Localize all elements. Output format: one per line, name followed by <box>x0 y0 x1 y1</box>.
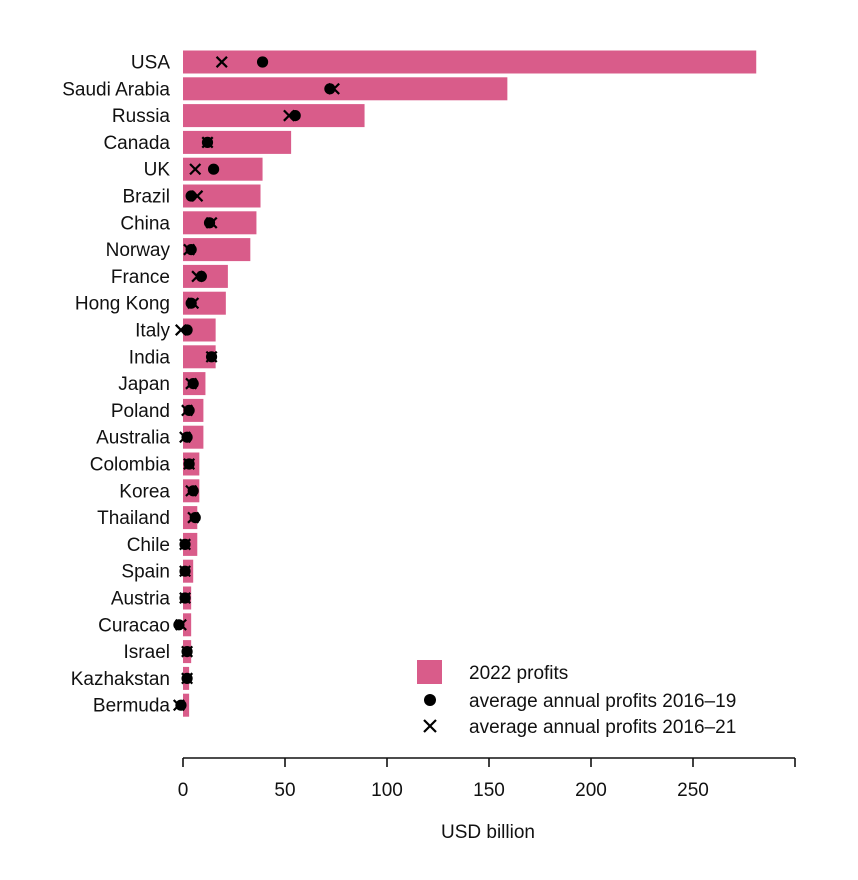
category-label-usa: USA <box>131 53 170 74</box>
dot-marker-poland <box>183 404 195 416</box>
bar-india <box>183 345 216 369</box>
bar-canada <box>183 130 292 154</box>
legend-swatch-dot <box>424 694 436 706</box>
bars-layer <box>183 50 757 717</box>
x-tick-label-150: 150 <box>473 780 505 801</box>
dot-marker-hong-kong <box>185 297 197 309</box>
category-label-china: China <box>120 213 170 234</box>
bar-russia <box>183 104 365 128</box>
category-label-australia: Australia <box>96 428 170 449</box>
category-label-chile: Chile <box>127 535 170 556</box>
dot-marker-saudi-arabia <box>324 83 336 95</box>
dot-marker-uk <box>208 163 220 175</box>
bar-saudi-arabia <box>183 77 508 101</box>
dot-marker-canada <box>201 136 214 148</box>
dot-marker-france <box>195 270 207 282</box>
category-label-curacao: Curacao <box>98 615 170 636</box>
legend-label-0: 2022 profits <box>469 663 568 684</box>
legend-label-2: average annual profits 2016–21 <box>469 717 736 738</box>
category-labels: USA Saudi Arabia Russia Canada UK Brazil China… <box>62 53 170 717</box>
dot-marker-korea <box>187 485 199 497</box>
dot-marker-bermuda <box>175 699 187 711</box>
x-tick-label-200: 200 <box>575 780 607 801</box>
category-label-russia: Russia <box>112 106 171 127</box>
category-label-kazhakstan: Kazhakstan <box>71 669 170 690</box>
x-tick-label-250: 250 <box>677 780 709 801</box>
category-label-colombia: Colombia <box>90 455 171 476</box>
category-label-korea: Korea <box>119 481 170 502</box>
dot-marker-japan <box>187 378 199 390</box>
category-label-saudi-arabia: Saudi Arabia <box>62 79 170 100</box>
bar-uk <box>183 157 263 181</box>
legend-label-1: average annual profits 2016–19 <box>469 691 736 712</box>
bar-china <box>183 211 257 235</box>
dot-marker-spain <box>179 565 191 577</box>
category-label-spain: Spain <box>121 562 170 583</box>
dot-marker-chile <box>179 538 191 551</box>
category-label-japan: Japan <box>118 374 170 395</box>
dot-marker-italy <box>181 324 193 336</box>
x-tick-label-50: 50 <box>274 780 295 801</box>
category-label-norway: Norway <box>106 240 171 261</box>
bar-australia <box>183 425 204 449</box>
category-label-bermuda: Bermuda <box>93 696 171 717</box>
category-label-france: France <box>111 267 170 288</box>
points-layer <box>172 56 340 712</box>
x-tick-label-100: 100 <box>371 780 403 801</box>
category-label-poland: Poland <box>111 401 170 422</box>
bar-italy <box>183 318 216 342</box>
category-label-italy: Italy <box>135 321 170 342</box>
dot-marker-china <box>203 217 216 229</box>
dot-marker-australia <box>181 431 193 443</box>
category-label-hong-kong: Hong Kong <box>75 294 170 315</box>
bar-hong-kong <box>183 291 226 315</box>
dot-marker-india <box>205 351 218 363</box>
cross-marker-uk <box>189 163 202 176</box>
dot-marker-kazhakstan <box>181 672 193 685</box>
category-label-thailand: Thailand <box>97 508 170 529</box>
x-axis-title: USD billion <box>441 822 535 843</box>
category-label-canada: Canada <box>103 133 170 154</box>
dot-marker-usa <box>256 56 269 68</box>
dot-marker-austria <box>179 592 191 604</box>
x-axis: 0 50 100 150 200 250 <box>178 757 796 801</box>
legend: 2022 profits average annual profits 2016–… <box>417 660 736 738</box>
dot-marker-russia <box>289 110 301 122</box>
dot-marker-thailand <box>189 511 201 524</box>
category-label-austria: Austria <box>111 589 171 610</box>
dot-marker-norway <box>185 244 197 256</box>
bar-curacao <box>183 613 192 637</box>
dot-marker-brazil <box>185 190 197 202</box>
category-label-uk: UK <box>144 160 171 181</box>
legend-swatch-cross <box>423 719 437 733</box>
category-label-india: India <box>129 347 171 368</box>
x-tick-label-0: 0 <box>178 780 189 801</box>
dot-marker-israel <box>181 646 193 658</box>
dot-marker-curacao <box>173 619 185 631</box>
bar-brazil <box>183 184 261 208</box>
bar-usa <box>183 50 757 74</box>
bar-norway <box>183 238 251 262</box>
legend-swatch-bar <box>417 660 442 684</box>
cross-marker-usa <box>215 56 228 68</box>
category-label-israel: Israel <box>124 642 170 663</box>
category-label-brazil: Brazil <box>122 187 170 208</box>
dot-marker-colombia <box>183 458 195 470</box>
